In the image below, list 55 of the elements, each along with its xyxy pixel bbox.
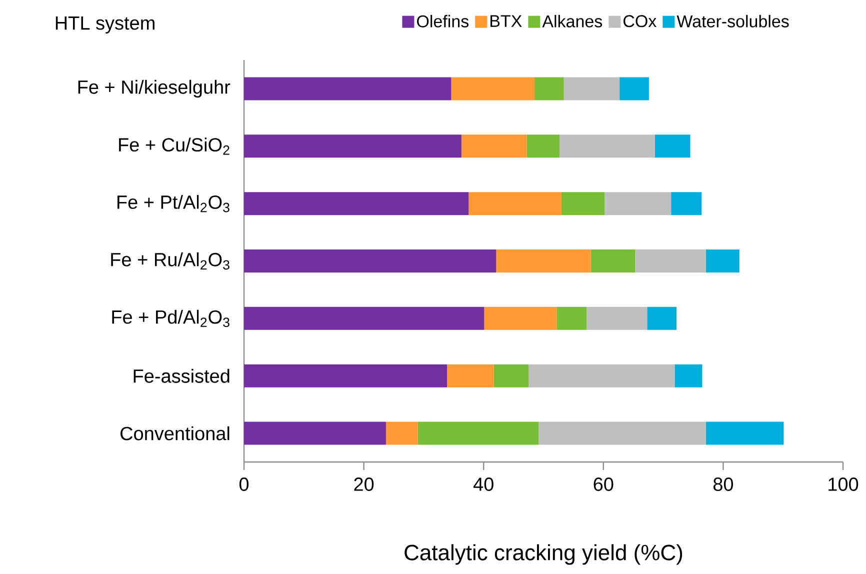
- x-tick-label: 40: [473, 478, 494, 491]
- legend-label: Alkanes: [542, 14, 602, 28]
- y-tick-label: Fe + Ni/kieselguhr: [78, 80, 230, 98]
- bar: [468, 192, 562, 216]
- bar: [586, 306, 648, 330]
- bar: [604, 192, 672, 216]
- bar: [538, 422, 706, 445]
- bar: [244, 192, 469, 216]
- bar: [635, 250, 706, 273]
- legend-label: BTX: [490, 15, 522, 27]
- bar: [556, 306, 587, 330]
- bar: [244, 306, 484, 330]
- legend-label: COx: [624, 15, 656, 28]
- bar: [590, 250, 636, 273]
- bar: [534, 77, 564, 100]
- bar: [244, 134, 462, 158]
- bar: [447, 364, 494, 388]
- bar: [647, 306, 676, 330]
- bar: [244, 364, 448, 388]
- legend-label: Olefins: [417, 14, 469, 28]
- x-axis-title: Catalytic cracking yield (%C): [404, 544, 682, 565]
- bar: [561, 192, 605, 216]
- y-axis-title: HTL system: [56, 16, 154, 34]
- x-tick-label: 0: [239, 478, 249, 491]
- bar: [244, 422, 386, 445]
- y-tick-label: Fe + Cu/SiO$_{2}$: [119, 138, 230, 155]
- bar: [706, 250, 740, 273]
- bar: [496, 250, 591, 273]
- bar: [244, 77, 452, 100]
- y-tick-label: Fe + Pt/Al$_{2}$O$_{3}$: [118, 194, 230, 212]
- bar: [674, 364, 702, 388]
- bar: [244, 250, 496, 273]
- y-tick-label: Fe + Ru/Al$_{2}$O$_{3}$: [111, 252, 230, 270]
- x-tick-label: 60: [594, 478, 614, 491]
- x-tick-label: 80: [713, 478, 734, 491]
- x-tick-label: 20: [354, 478, 374, 491]
- legend-label: Water-solubles: [676, 14, 789, 28]
- y-tick-label: Fe + Pd/Al$_{2}$O$_{3}$: [112, 310, 230, 328]
- bar: [461, 134, 527, 158]
- bar: [526, 134, 560, 158]
- bar: [386, 422, 418, 445]
- bar: [671, 192, 702, 216]
- bar: [451, 77, 535, 100]
- y-tick-label: Fe-assisted: [134, 368, 230, 383]
- bar: [484, 306, 557, 330]
- y-tick-label: Conventional: [120, 426, 230, 440]
- bar: [494, 364, 529, 388]
- bar: [706, 422, 784, 445]
- bar: [654, 134, 690, 158]
- bar: [418, 422, 539, 445]
- bar: [620, 77, 649, 100]
- bar: [560, 134, 655, 158]
- bar: [528, 364, 675, 388]
- bar: [564, 77, 620, 100]
- x-tick-label: 100: [828, 478, 858, 491]
